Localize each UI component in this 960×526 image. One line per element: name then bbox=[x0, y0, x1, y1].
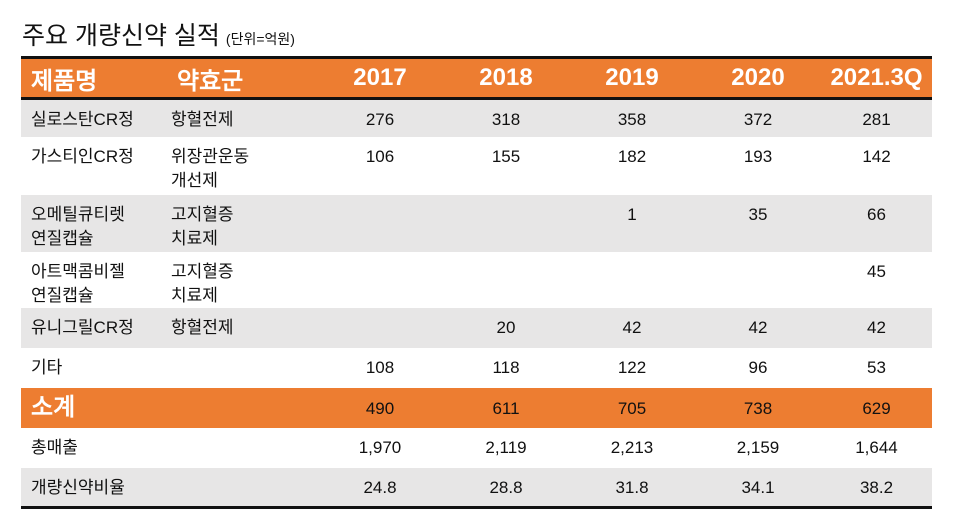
cell-text: 항혈전제 bbox=[171, 110, 234, 129]
value-cell: 34.1 bbox=[695, 467, 821, 508]
value-cell: 42 bbox=[695, 307, 821, 348]
value-cell: 193 bbox=[743, 146, 773, 166]
product-name-cell: 실로스탄CR정 bbox=[21, 98, 167, 137]
value-cell: 24.8 bbox=[317, 467, 443, 508]
value-cell bbox=[569, 252, 695, 308]
value-cell: 66 bbox=[821, 194, 932, 252]
value-cell bbox=[443, 194, 569, 252]
efficacy-cell: 항혈전제 bbox=[167, 307, 317, 348]
value-cell: 106 bbox=[365, 146, 395, 166]
value-cell: 53 bbox=[867, 357, 886, 377]
table-row: 아트맥콤비젤 연질캡슐 고지혈증 치료제 45 bbox=[21, 252, 932, 308]
row-label: 개량신약비율 bbox=[21, 467, 317, 508]
header-row: 제품명 약효군 2017 2018 2019 2020 2021.3Q bbox=[21, 57, 932, 100]
table-title: 주요 개량신약 실적 (단위=억원) bbox=[22, 16, 295, 52]
value-cell: 318 bbox=[443, 98, 569, 137]
value-cell: 2,159 bbox=[736, 437, 780, 457]
subtotal-row: 소계 490 611 705 738 629 bbox=[21, 387, 932, 428]
product-name-cell: 유니그릴CR정 bbox=[21, 307, 167, 348]
value-cell: 490 bbox=[317, 387, 443, 428]
value-cell: 705 bbox=[569, 387, 695, 428]
row-label: 총매출 bbox=[31, 437, 78, 457]
value-cell: 20 bbox=[443, 307, 569, 348]
value-cell bbox=[443, 252, 569, 308]
value-cell: 122 bbox=[617, 357, 647, 377]
value-cell: 281 bbox=[821, 98, 932, 137]
product-name-cell: 가스티인CR정 bbox=[21, 137, 167, 195]
value-cell: 1,644 bbox=[855, 437, 898, 457]
value-cell: 42 bbox=[821, 307, 932, 348]
cell-text: 기타 bbox=[31, 357, 63, 377]
table-row: 유니그릴CR정 항혈전제 20 42 42 42 bbox=[21, 307, 932, 348]
value-cell: 118 bbox=[492, 357, 520, 377]
value-cell: 1 bbox=[569, 194, 695, 252]
value-cell: 182 bbox=[617, 146, 647, 166]
value-cell: 2,213 bbox=[610, 437, 654, 457]
value-cell: 35 bbox=[695, 194, 821, 252]
efficacy-cell bbox=[167, 348, 317, 388]
cell-text: 항혈전제 bbox=[171, 317, 234, 337]
cell-text: 오메틸큐티렛 bbox=[31, 204, 125, 224]
product-name-cell: 기타 bbox=[21, 348, 167, 388]
value-cell: 629 bbox=[821, 387, 932, 428]
total-sales-row: 총매출 1,970 2,119 2,213 2,159 1,644 bbox=[21, 428, 932, 468]
column-header: 2017 bbox=[317, 57, 443, 100]
cell-text: 유니그릴CR정 bbox=[31, 317, 134, 337]
value-cell: 2,119 bbox=[485, 437, 527, 457]
value-cell: 28.8 bbox=[443, 467, 569, 508]
table-row: 기타 108 118 122 96 53 bbox=[21, 348, 932, 388]
value-cell: 738 bbox=[695, 387, 821, 428]
value-cell: 155 bbox=[491, 146, 521, 166]
value-cell: 96 bbox=[748, 357, 768, 377]
value-cell: 611 bbox=[443, 387, 569, 428]
column-header: 2020 bbox=[695, 57, 821, 100]
value-cell: 1,970 bbox=[358, 437, 402, 457]
column-header: 약효군 bbox=[167, 57, 317, 100]
title-text: 주요 개량신약 실적 bbox=[22, 22, 220, 50]
value-cell: 38.2 bbox=[821, 467, 932, 508]
unit-label: (단위=억원) bbox=[225, 31, 295, 47]
value-cell: 372 bbox=[695, 98, 821, 137]
cell-text: 치료제 bbox=[171, 285, 218, 305]
cell-text: 실로스탄CR정 bbox=[31, 110, 134, 129]
cell-text: 아트맥콤비젤 bbox=[31, 261, 125, 281]
value-cell: 358 bbox=[569, 98, 695, 137]
efficacy-cell: 항혈전제 bbox=[167, 98, 317, 137]
column-header: 2018 bbox=[443, 57, 569, 100]
column-header: 2019 bbox=[569, 57, 695, 100]
value-cell: 45 bbox=[867, 261, 886, 281]
value-cell bbox=[695, 252, 821, 308]
value-cell: 276 bbox=[317, 98, 443, 137]
column-header: 2021.3Q bbox=[821, 57, 932, 100]
value-cell: 108 bbox=[365, 357, 395, 377]
value-cell: 31.8 bbox=[569, 467, 695, 508]
cell-text: 고지혈증 bbox=[171, 204, 234, 224]
cell-text: 위장관운동 bbox=[171, 146, 250, 166]
cell-text: 연질캡슐 bbox=[31, 285, 94, 305]
cell-text: 치료제 bbox=[171, 228, 218, 248]
table-row: 실로스탄CR정 항혈전제 276 318 358 372 281 bbox=[21, 98, 932, 137]
value-cell bbox=[317, 252, 443, 308]
performance-table: 제품명 약효군 2017 2018 2019 2020 2021.3Q 실로스탄CR정 항혈전… bbox=[21, 56, 932, 509]
value-cell: 142 bbox=[862, 146, 891, 166]
row-label: 소계 bbox=[21, 387, 317, 428]
ratio-row: 개량신약비율 24.8 28.8 31.8 34.1 38.2 bbox=[21, 467, 932, 508]
cell-text: 연질캡슐 bbox=[31, 228, 94, 248]
cell-text: 고지혈증 bbox=[171, 261, 234, 281]
column-header: 제품명 bbox=[21, 57, 167, 100]
value-cell: 42 bbox=[569, 307, 695, 348]
table-row: 오메틸큐티렛 연질캡슐 고지혈증 치료제 1 35 66 bbox=[21, 194, 932, 252]
cell-text: 개선제 bbox=[171, 170, 218, 190]
cell-text: 가스티인CR정 bbox=[31, 146, 134, 166]
value-cell bbox=[317, 194, 443, 252]
value-cell bbox=[317, 307, 443, 348]
